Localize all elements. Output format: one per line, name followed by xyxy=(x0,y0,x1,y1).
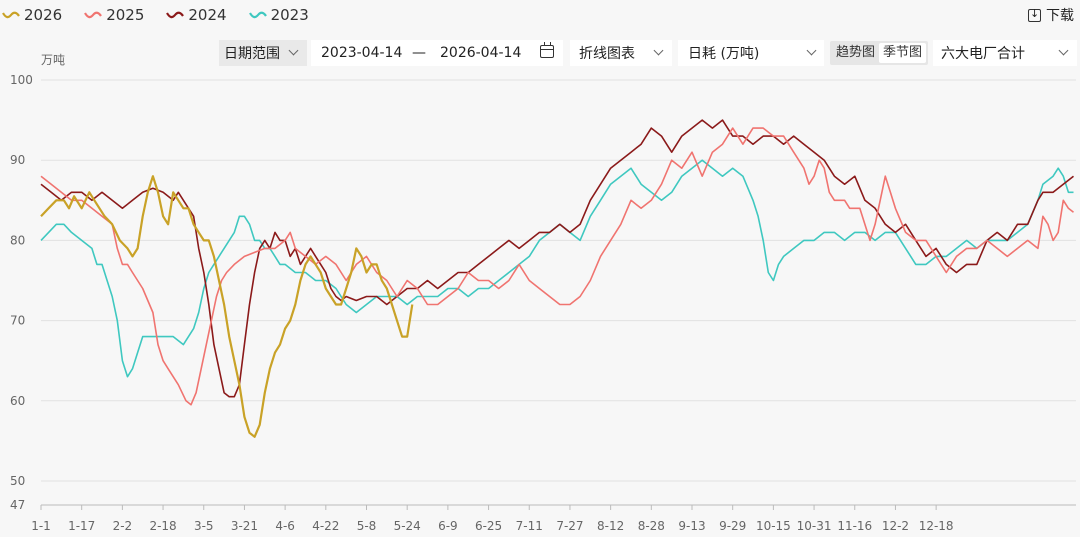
legend-label: 2023 xyxy=(270,6,309,24)
x-tick-label: 10-31 xyxy=(797,519,832,533)
x-tick-label: 8-12 xyxy=(597,519,624,533)
legend-item-2024[interactable]: 2024 xyxy=(166,6,227,24)
x-tick-label: 1-1 xyxy=(31,519,51,533)
end-date-input[interactable]: 2026-04-14 xyxy=(440,45,522,61)
seasonal-view-button[interactable]: 季节图 xyxy=(879,43,927,63)
x-tick-label: 8-28 xyxy=(638,519,665,533)
date-range-picker[interactable]: 2023-04-14 — 2026-04-14 xyxy=(311,40,563,66)
download-icon xyxy=(1028,7,1041,22)
y-tick-label: 60 xyxy=(10,394,25,408)
scope-label: 六大电厂合计 xyxy=(941,46,1025,62)
wave-icon xyxy=(2,11,20,19)
date-range-label: 日期范围 xyxy=(224,46,280,62)
legend-item-2023[interactable]: 2023 xyxy=(248,6,309,24)
x-tick-label: 9-13 xyxy=(678,519,705,533)
x-tick-label: 5-24 xyxy=(394,519,421,533)
y-tick-label: 80 xyxy=(10,233,25,247)
view-mode-toggle: 趋势图 季节图 xyxy=(830,41,929,65)
metric-select[interactable]: 日耗 (万吨) xyxy=(678,40,824,66)
scope-select[interactable]: 六大电厂合计 xyxy=(933,40,1077,66)
y-tick-label: 90 xyxy=(10,153,25,167)
calendar-icon[interactable] xyxy=(540,42,554,58)
start-date-input[interactable]: 2023-04-14 xyxy=(321,45,403,61)
x-tick-label: 2-18 xyxy=(149,519,176,533)
x-tick-label: 11-16 xyxy=(837,519,872,533)
legend-item-2025[interactable]: 2025 xyxy=(84,6,144,24)
metric-label: 日耗 (万吨) xyxy=(688,46,760,62)
legend-item-2026[interactable]: 2026 xyxy=(2,6,62,24)
legend-label: 2025 xyxy=(106,6,145,24)
x-tick-label: 5-8 xyxy=(357,519,377,533)
x-tick-label: 12-18 xyxy=(919,519,954,533)
x-tick-label: 7-27 xyxy=(556,519,583,533)
x-tick-label: 9-29 xyxy=(719,519,746,533)
x-tick-label: 12-2 xyxy=(882,519,909,533)
date-range-select[interactable]: 日期范围 xyxy=(219,40,307,66)
wave-icon xyxy=(166,11,185,19)
trend-view-button[interactable]: 趋势图 xyxy=(836,45,876,60)
x-tick-label: 10-15 xyxy=(756,519,791,533)
x-tick-label: 6-25 xyxy=(475,519,502,533)
series-line-2023 xyxy=(40,159,1074,378)
series-line-2026 xyxy=(40,175,414,438)
x-tick-label: 7-11 xyxy=(516,519,543,533)
series-line-2024 xyxy=(40,119,1074,398)
y-tick-label: 70 xyxy=(10,314,25,328)
legend-label: 2026 xyxy=(24,6,63,24)
legend-label: 2024 xyxy=(188,6,227,24)
chart-type-label: 折线图表 xyxy=(579,46,635,62)
download-label: 下载 xyxy=(1046,8,1074,24)
legend: 2026 2025 2024 2023 xyxy=(2,3,309,27)
x-tick-label: 2-2 xyxy=(113,519,133,533)
x-tick-label: 4-22 xyxy=(312,519,339,533)
x-tick-label: 4-6 xyxy=(275,519,295,533)
download-button[interactable]: 下载 xyxy=(1028,5,1074,25)
y-axis-unit: 万吨 xyxy=(41,53,66,67)
y-tick-label: 47 xyxy=(10,498,25,512)
chart-type-select[interactable]: 折线图表 xyxy=(570,40,672,66)
x-tick-label: 3-21 xyxy=(231,519,258,533)
date-separator: — xyxy=(412,45,426,61)
series-line-2025 xyxy=(40,127,1074,406)
x-tick-label: 1-17 xyxy=(68,519,95,533)
x-tick-label: 3-5 xyxy=(194,519,214,533)
wave-icon xyxy=(84,11,103,19)
y-tick-label: 100 xyxy=(10,73,33,87)
y-tick-label: 50 xyxy=(10,474,25,488)
wave-icon xyxy=(248,11,267,19)
x-tick-label: 6-9 xyxy=(438,519,458,533)
